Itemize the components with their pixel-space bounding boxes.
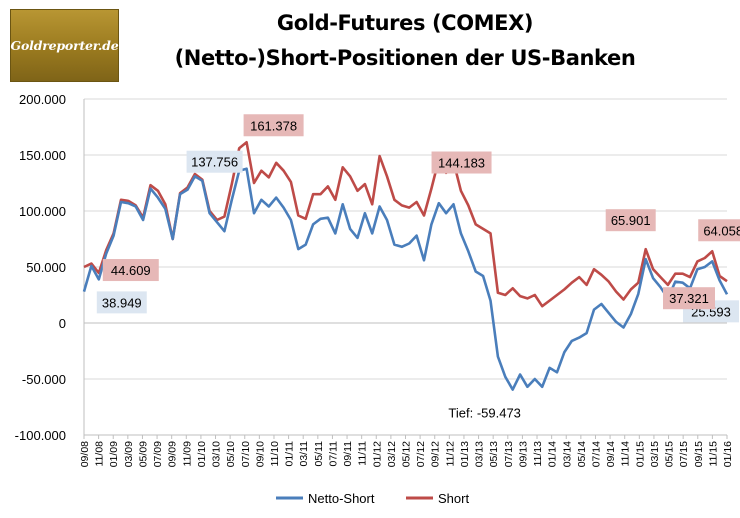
x-tick-label: 05/13 <box>488 441 500 467</box>
x-tick-label: 03/09 <box>123 441 135 467</box>
data-label-box <box>605 209 656 232</box>
x-tick-label: 09/13 <box>517 441 529 467</box>
data-label-box <box>663 287 715 310</box>
x-tick-label: 11/11 <box>357 441 369 466</box>
x-tick-label: 03/14 <box>561 441 573 467</box>
legend-label: Netto-Short <box>308 491 375 506</box>
x-tick-label: 11/10 <box>269 441 281 467</box>
x-tick-label: 07/14 <box>590 441 602 467</box>
x-tick-label: 05/12 <box>401 441 413 467</box>
data-labels: 38.949137.75625.59344.609161.378144.1836… <box>96 114 740 421</box>
x-tick-label: 11/08 <box>94 441 106 467</box>
x-tick-label: 05/10 <box>225 441 237 467</box>
data-label: 65.901 <box>611 213 651 228</box>
data-label: 144.183 <box>438 156 485 171</box>
y-tick-label: -100.000 <box>15 428 66 443</box>
x-tick-label: 07/12 <box>415 441 427 467</box>
legend-label: Short <box>438 491 469 506</box>
x-tick-label: 01/15 <box>634 441 646 467</box>
data-label: 44.609 <box>111 263 151 278</box>
x-tick-label: 11/14 <box>620 441 632 467</box>
x-tick-label: 11/09 <box>181 441 193 467</box>
y-tick-label: 100.000 <box>19 204 66 219</box>
x-tick-label: 01/13 <box>459 441 471 467</box>
x-tick-label: 03/11 <box>298 441 310 467</box>
x-tick-label: 07/15 <box>678 441 690 467</box>
data-label-box <box>431 151 492 174</box>
x-tick-label: 09/14 <box>605 441 617 467</box>
x-tick-label: 05/14 <box>576 441 588 467</box>
y-tick-label: -50.000 <box>22 372 66 387</box>
x-tick-label: 05/15 <box>664 441 676 467</box>
x-tick-label: 11/15 <box>707 441 719 467</box>
x-tick-label: 07/11 <box>327 441 339 467</box>
x-tick-label: 05/09 <box>137 441 149 467</box>
legend: Netto-Short Short <box>276 491 469 506</box>
x-tick-label: 01/14 <box>547 441 559 467</box>
data-label-box <box>102 259 159 282</box>
x-tick-label: 03/15 <box>649 441 661 467</box>
x-tick-label: 05/11 <box>313 441 325 467</box>
x-tick-label: 03/13 <box>474 441 486 467</box>
x-tick-label: 01/10 <box>196 441 208 467</box>
data-label: 38.949 <box>102 295 142 310</box>
x-tick-label: 11/13 <box>532 441 544 467</box>
y-axis: 200.000 150.000 100.000 50.000 0 -50.000 -100.… <box>15 92 66 443</box>
x-tick-label: 09/12 <box>430 441 442 467</box>
data-label-box <box>186 150 243 173</box>
data-label-box <box>96 291 147 314</box>
y-tick-label: 0 <box>59 316 66 331</box>
annotation-tief: Tief: -59.473 <box>448 406 521 421</box>
series-lines <box>82 141 729 391</box>
data-label: 137.756 <box>191 155 238 170</box>
data-label-box <box>698 219 740 242</box>
x-tick-label: 01/16 <box>722 441 734 467</box>
y-tick-label: 150.000 <box>19 148 66 163</box>
x-tick-label: 07/10 <box>240 441 252 467</box>
goldreporter-logo: Goldreporter.de <box>10 9 119 82</box>
x-tick-label: 07/13 <box>503 441 515 467</box>
logo-text: Goldreporter.de <box>10 38 119 53</box>
x-tick-label: 09/09 <box>167 441 179 467</box>
x-tick-label: 03/12 <box>386 441 398 467</box>
series-line-netto-short <box>82 167 729 391</box>
data-label: 161.378 <box>250 118 297 133</box>
y-tick-label: 50.000 <box>26 260 66 275</box>
gridlines <box>84 98 727 436</box>
x-tick-label: 07/09 <box>152 441 164 467</box>
x-tick-label: 09/15 <box>693 441 705 467</box>
data-label: 64.058 <box>703 223 740 238</box>
x-tick-label: 09/10 <box>254 441 266 467</box>
x-tick-label: 01/11 <box>284 441 296 467</box>
x-tick-label: 09/08 <box>79 441 91 467</box>
x-tick-label: 09/11 <box>342 441 354 467</box>
x-axis: 09/08 11/08 01/09 03/09 05/09 07/09 09/09 11/09… <box>79 99 734 467</box>
x-tick-label: 01/12 <box>371 441 383 467</box>
y-tick-label: 200.000 <box>19 92 66 107</box>
x-tick-label: 03/10 <box>211 441 223 467</box>
chart-subtitle: (Netto-)Short-Positionen der US-Banken <box>174 46 636 70</box>
chart-title: Gold-Futures (COMEX) <box>276 11 534 35</box>
x-tick-label: 01/09 <box>108 441 120 467</box>
data-label-box <box>243 114 304 137</box>
data-label: 37.321 <box>669 291 709 306</box>
x-tick-label: 11/12 <box>444 441 456 467</box>
